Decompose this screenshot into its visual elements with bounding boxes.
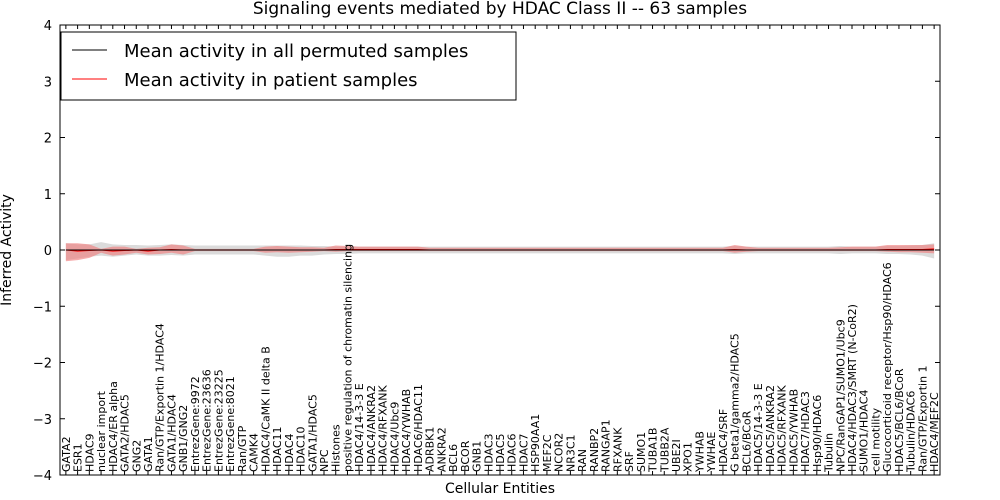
x-category-label: HDAC5/14-3-3 E [752, 383, 765, 472]
x-category-label: HDAC6/HDAC11 [412, 384, 425, 472]
x-category-label: HDAC5/YWHAB [787, 389, 800, 472]
x-category-label: HDAC7/HDAC3 [799, 391, 812, 472]
x-category-label: EntrezGene:9972 [189, 376, 202, 472]
x-category-label: BCL6 [447, 444, 460, 472]
y-tick-label: 2 [44, 132, 52, 147]
x-category-label: ESR1 [72, 443, 85, 472]
x-category-label: Tubulin/HDAC6 [905, 391, 918, 473]
patient-band [65, 243, 935, 262]
legend-label-patient: Mean activity in patient samples [124, 70, 418, 91]
x-category-label: HDAC4/HDAC3/SMRT (N-CoR2) [846, 304, 859, 472]
x-category-label: Ran/GTP/Exportin 1 [916, 365, 929, 472]
legend-label-permuted: Mean activity in all permuted samples [124, 41, 468, 62]
legend-box [60, 31, 517, 101]
x-category-label: RANBP2 [588, 428, 601, 472]
x-category-label: SUMO1 [635, 432, 648, 472]
y-tick-label: 1 [44, 188, 52, 203]
x-category-label: HDAC11 [271, 426, 284, 472]
y-tick-label: −1 [33, 300, 52, 315]
x-category-label: cell motility [869, 407, 882, 472]
y-tick-label: 0 [44, 244, 52, 259]
x-category-label: NCOR2 [553, 433, 566, 472]
activity-bands [65, 242, 935, 262]
x-category-label: Ran/GTP [236, 425, 249, 472]
x-category-label: HDAC10 [295, 426, 308, 472]
x-category-label: HDAC5/BCL6/BCoR [893, 368, 906, 472]
x-category-label: MEF2C [541, 434, 554, 472]
x-category-label: GATA1/HDAC4 [165, 394, 178, 472]
x-category-label: RAN [576, 449, 589, 472]
x-category-label: BCOR [459, 440, 472, 472]
x-category-label: GNB1 [471, 441, 484, 472]
x-category-label: HDAC4/14-3-3 E [353, 383, 366, 472]
x-category-label: Hsp90/HDAC6 [811, 395, 824, 472]
x-category-label: HDAC4/MEF2C [928, 392, 941, 472]
x-category-label: NPC/RanGAP1/SUMO1/Ubc9 [834, 319, 847, 472]
x-category-label: RANGAP1 [600, 419, 613, 472]
x-category-label: GNG2 [130, 440, 143, 472]
x-category-label: YWHAE [705, 432, 718, 473]
x-category-label: SRF [623, 451, 636, 472]
x-axis [65, 25, 935, 475]
x-category-label: HDAC6 [506, 433, 519, 472]
x-category-label: G beta1/gamma2/HDAC5 [729, 333, 742, 472]
x-category-label: Tubulin [823, 433, 836, 473]
x-category-label: Glucocorticoid receptor/Hsp90/HDAC6 [881, 262, 894, 472]
x-category-label: SUMO1/HDAC4 [858, 390, 871, 472]
activity-lines [65, 248, 935, 252]
x-category-label: BCL6/BCoR [740, 410, 753, 472]
x-category-label: HDAC4/ER alpha [107, 381, 120, 472]
x-category-label: HDAC4 [283, 433, 296, 472]
x-category-label: GATA1 [142, 436, 155, 472]
x-category-label: NR3C1 [564, 434, 577, 472]
x-category-label: EntrezGene:23636 [201, 369, 214, 472]
x-category-label: HDAC5/ANKRA2 [764, 385, 777, 472]
y-tick-label: −2 [33, 357, 52, 372]
x-category-label: CAMK4 [248, 433, 261, 472]
x-category-label: TUBB2A [658, 427, 671, 473]
x-category-label: HDAC4/ANKRA2 [365, 385, 378, 472]
x-category-label: GNB1/GNG2 [177, 405, 190, 472]
legend: Mean activity in all permuted samples Me… [60, 31, 517, 101]
y-tick-label: 3 [44, 75, 52, 90]
x-category-label: XPO1 [682, 442, 695, 472]
y-tick-label: 4 [44, 19, 52, 34]
x-category-label: positive regulation of chromatin silenci… [341, 244, 354, 472]
x-axis-label: Cellular Entities [445, 481, 555, 497]
x-category-label: YWHAB [693, 431, 706, 473]
x-category-label: HDAC4/YWHAB [400, 389, 413, 472]
y-tick-label: −3 [33, 413, 52, 428]
x-category-label: UBE2I [670, 439, 683, 472]
x-category-label: GATA2/HDAC5 [119, 394, 132, 472]
x-category-label: EntrezGene:8021 [224, 376, 237, 472]
x-category-label: HDAC9 [83, 433, 96, 472]
x-category-label: NPC [318, 449, 331, 472]
x-category-label: HDAC7 [517, 433, 530, 472]
x-category-label: HDAC5 [494, 433, 507, 472]
x-category-label: HDAC3 [482, 433, 495, 472]
x-category-label: Ran/GTP/Exportin 1/HDAC4 [154, 323, 167, 472]
x-category-label: GATA2 [60, 436, 73, 472]
x-category-label: GATA1/HDAC5 [306, 394, 319, 472]
y-tick-label: −4 [33, 469, 52, 484]
x-category-label: Histones [330, 424, 343, 472]
x-category-label: HDAC4/Ubc9 [388, 402, 401, 472]
x-category-label: HDAC4/RFXANK [377, 384, 390, 472]
x-category-label: TUBA1B [647, 428, 660, 473]
x-category-label: HDAC4/SRF [717, 409, 730, 472]
chart-title: Signaling events mediated by HDAC Class … [253, 0, 747, 19]
y-axis-label: Inferred Activity [0, 194, 15, 306]
x-category-label: RFXANK [611, 427, 624, 472]
x-category-label: ANKRA2 [435, 427, 448, 472]
permuted-band [65, 242, 935, 261]
x-category-label: EntrezGene:23225 [212, 369, 225, 472]
y-axis: 4 3 2 1 0 −1 −2 −3 −4 [33, 19, 940, 484]
x-category-label: HDAC5/RFXANK [776, 384, 789, 472]
x-category-label: HSP90AA1 [529, 414, 542, 472]
x-category-label: nuclear import [95, 390, 108, 472]
x-category-label: ADRBK1 [424, 427, 437, 472]
x-category-label: HDAC4/CaMK II delta B [259, 346, 272, 472]
